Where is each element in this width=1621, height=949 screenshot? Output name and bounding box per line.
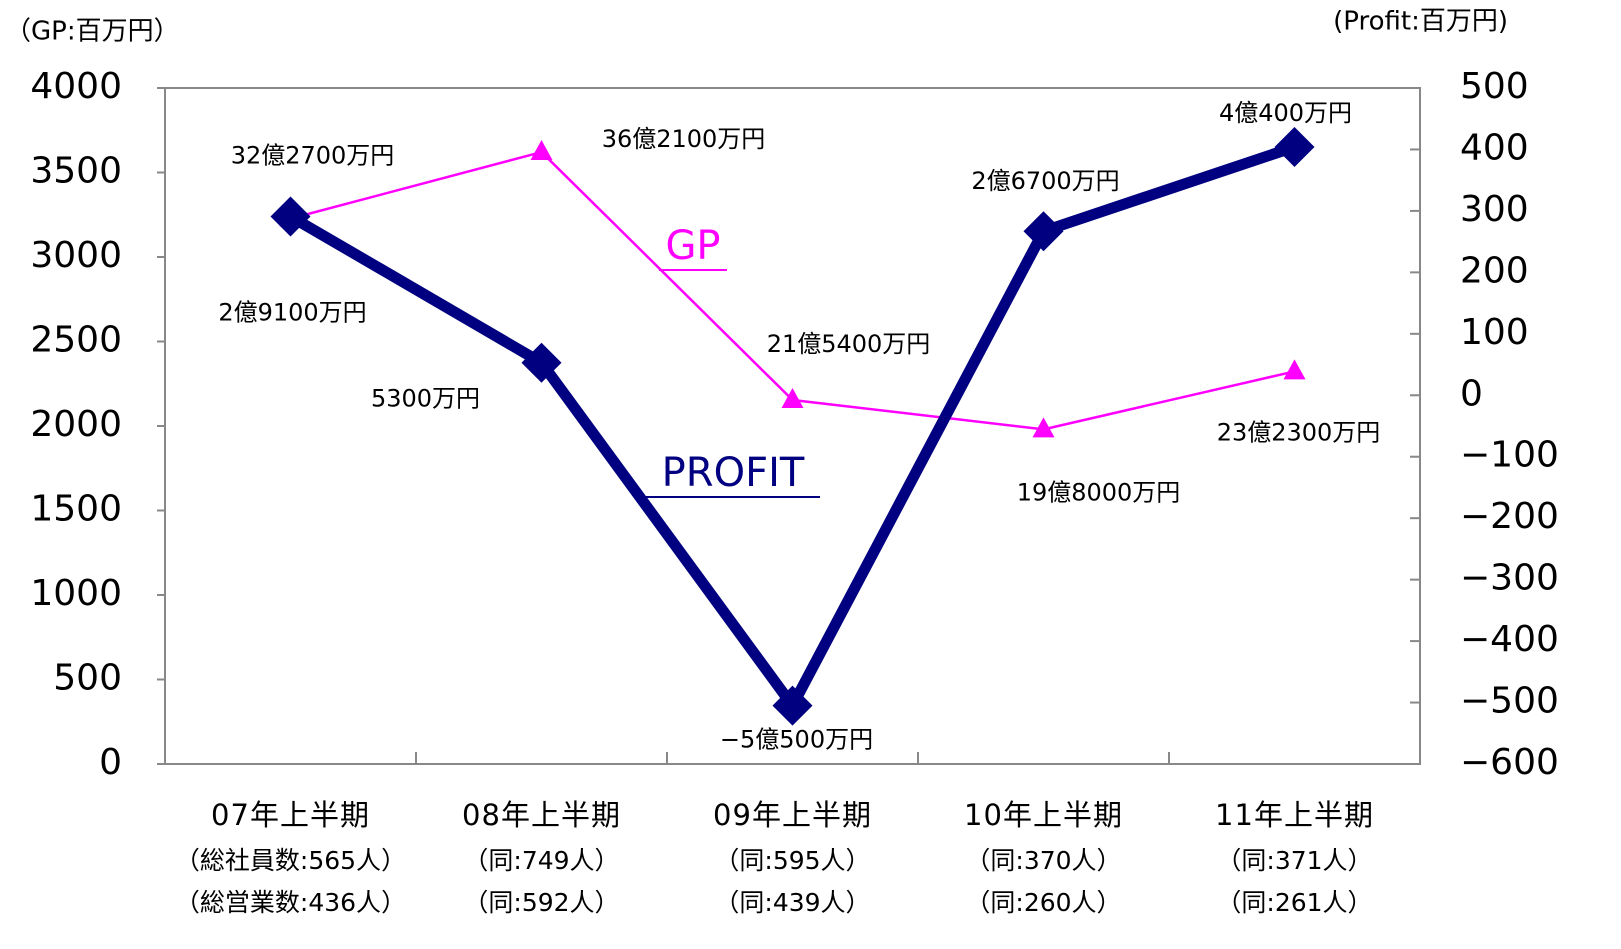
category-note: （同:371人） <box>1216 846 1372 875</box>
value-label: 36億2100万円 <box>602 125 766 153</box>
category-note: （総社員数:565人） <box>175 846 406 875</box>
marker <box>270 196 311 237</box>
y2-tick-label: −400 <box>1460 619 1559 660</box>
category-note: （同:595人） <box>714 846 870 875</box>
value-label: 4億400万円 <box>1219 99 1352 127</box>
marker <box>1023 211 1064 252</box>
y-tick-label: 3500 <box>30 151 122 192</box>
y2-axis-label: (Profit:百万円) <box>1333 7 1508 37</box>
y2-tick-label: 300 <box>1460 189 1529 230</box>
y2-tick-label: −100 <box>1460 435 1559 476</box>
y2-tick-label: −500 <box>1460 681 1559 722</box>
series-line <box>287 141 1297 712</box>
x-tick-label: 11年上半期 <box>1215 798 1374 832</box>
y-tick-label: 1500 <box>30 489 122 530</box>
marker <box>530 140 553 161</box>
value-label: −5億500万円 <box>720 726 873 754</box>
marker <box>1283 359 1306 380</box>
x-tick-label: 08年上半期 <box>462 798 621 832</box>
y-tick-label: 2500 <box>30 320 122 361</box>
y2-tick-label: 400 <box>1460 127 1529 168</box>
y-tick-label: 4000 <box>30 66 122 107</box>
category-note: （同:370人） <box>965 846 1121 875</box>
y-tick-label: 2000 <box>30 404 122 445</box>
series-name: GP <box>665 223 720 269</box>
y2-tick-label: 500 <box>1460 66 1529 107</box>
category-note: （同:260人） <box>965 888 1121 917</box>
value-label: 2億9100万円 <box>218 298 366 326</box>
value-label: 5300万円 <box>371 385 480 413</box>
x-tick-label: 10年上半期 <box>964 798 1123 832</box>
marker <box>1274 126 1315 167</box>
y2-tick-label: 0 <box>1460 373 1483 414</box>
category-note: （同:439人） <box>714 888 870 917</box>
y-tick-label: 1000 <box>30 573 122 614</box>
value-label: 32億2700万円 <box>231 142 395 170</box>
marker <box>1032 417 1055 438</box>
y2-tick-label: −600 <box>1460 742 1559 783</box>
x-tick-label: 07年上半期 <box>211 798 370 832</box>
x-tick-label: 09年上半期 <box>713 798 872 832</box>
category-note: （同:261人） <box>1216 888 1372 917</box>
category-note: （総営業数:436人） <box>175 888 406 917</box>
y2-tick-label: −300 <box>1460 558 1559 599</box>
value-label: 19億8000万円 <box>1017 478 1181 506</box>
y-axis-label: （GP:百万円） <box>5 17 180 47</box>
y-tick-label: 3000 <box>30 235 122 276</box>
category-note: （同:592人） <box>463 888 619 917</box>
value-label: 23億2300万円 <box>1217 418 1381 446</box>
series-name: PROFIT <box>662 450 805 496</box>
y-tick-label: 0 <box>99 742 122 783</box>
value-label: 21億5400万円 <box>767 330 931 358</box>
y2-tick-label: 100 <box>1460 312 1529 353</box>
category-note: （同:749人） <box>463 846 619 875</box>
y2-tick-label: 200 <box>1460 250 1529 291</box>
marker <box>781 387 804 408</box>
y2-tick-label: −200 <box>1460 496 1559 537</box>
marker <box>772 685 813 726</box>
value-label: 2億6700万円 <box>971 167 1119 195</box>
marker <box>521 342 562 383</box>
y-tick-label: 500 <box>53 658 122 699</box>
